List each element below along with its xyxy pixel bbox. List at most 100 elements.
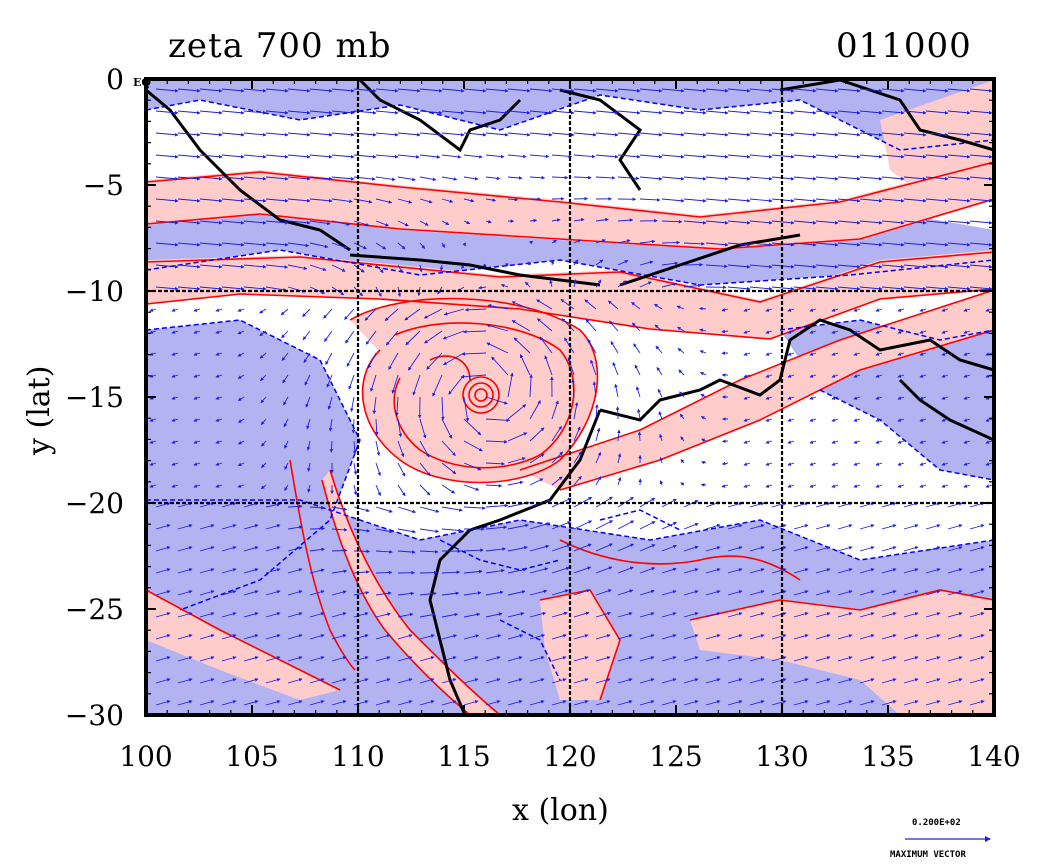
wind-vector bbox=[304, 374, 311, 386]
wind-vector bbox=[529, 634, 546, 640]
wind-vector bbox=[617, 634, 633, 640]
wind-vector bbox=[815, 286, 839, 291]
wind-vector bbox=[375, 440, 381, 457]
wind-vector bbox=[793, 264, 817, 269]
wind-vector bbox=[947, 132, 971, 137]
wind-vector bbox=[721, 308, 729, 312]
wind-vector bbox=[237, 418, 245, 423]
wind-vector bbox=[331, 528, 348, 532]
wind-vector bbox=[837, 220, 861, 225]
wind-vector bbox=[155, 590, 171, 596]
wind-vector bbox=[265, 524, 281, 530]
wind-vector bbox=[243, 656, 259, 662]
wind-vector bbox=[925, 700, 941, 706]
wind-vector bbox=[637, 431, 642, 442]
wind-vector bbox=[551, 566, 570, 574]
wind-vector bbox=[397, 88, 421, 93]
wind-vector bbox=[507, 634, 524, 640]
wind-vector bbox=[199, 110, 223, 115]
wind-vector bbox=[524, 281, 531, 288]
wind-vector bbox=[659, 480, 664, 486]
wind-vector bbox=[331, 506, 348, 511]
wind-vector bbox=[482, 263, 487, 267]
wind-vector bbox=[815, 590, 831, 596]
wind-vector bbox=[351, 418, 356, 434]
wind-vector bbox=[551, 521, 572, 530]
wind-vector bbox=[441, 656, 457, 662]
wind-vector bbox=[941, 462, 949, 466]
wind-vector bbox=[155, 678, 171, 684]
wind-vector bbox=[177, 634, 193, 640]
wind-vector bbox=[661, 261, 679, 266]
wind-vector bbox=[925, 524, 941, 530]
wind-vector bbox=[193, 462, 201, 466]
wind-vector bbox=[809, 462, 817, 466]
wind-vector bbox=[661, 110, 685, 115]
wind-vector bbox=[595, 88, 619, 93]
wind-vector bbox=[193, 396, 201, 400]
wind-vector bbox=[705, 656, 721, 662]
wind-vector bbox=[560, 298, 575, 310]
wind-vector bbox=[345, 330, 355, 344]
wind-vector bbox=[155, 88, 179, 93]
y-tick-label: −5 bbox=[83, 169, 124, 202]
wind-vector bbox=[705, 264, 728, 269]
wind-vector bbox=[947, 198, 971, 203]
wind-vector bbox=[573, 259, 579, 266]
wind-vector bbox=[529, 611, 547, 618]
wind-vector bbox=[309, 110, 333, 115]
wind-vector bbox=[243, 198, 267, 203]
wind-vector bbox=[243, 524, 259, 530]
wind-vector bbox=[859, 286, 883, 291]
wind-vector bbox=[441, 110, 465, 115]
wind-vector bbox=[177, 88, 201, 93]
wind-vector bbox=[859, 590, 875, 596]
wind-vector bbox=[331, 176, 355, 181]
wind-vector bbox=[331, 700, 347, 706]
wind-vector bbox=[771, 656, 787, 662]
wind-vector bbox=[617, 88, 641, 93]
wind-vector bbox=[155, 524, 171, 530]
wind-vector bbox=[199, 700, 215, 706]
wind-vector bbox=[215, 308, 223, 312]
wind-vector bbox=[215, 484, 223, 488]
wind-vectors bbox=[149, 88, 994, 706]
wind-vector bbox=[507, 545, 528, 552]
wind-vector bbox=[595, 678, 611, 684]
wind-vector bbox=[485, 132, 509, 137]
wind-vector bbox=[815, 264, 839, 269]
wind-vector bbox=[441, 198, 454, 203]
wind-vector bbox=[947, 176, 971, 181]
wind-vector bbox=[237, 440, 245, 445]
wind-vector bbox=[463, 396, 470, 422]
wind-vector bbox=[463, 548, 484, 553]
wind-vector bbox=[375, 88, 399, 93]
wind-vector bbox=[639, 132, 663, 137]
wind-vector bbox=[661, 198, 685, 203]
wind-vector bbox=[831, 440, 839, 444]
wind-vector bbox=[595, 589, 612, 596]
wind-vector bbox=[919, 374, 927, 378]
wind-vector bbox=[705, 612, 721, 618]
wind-vector bbox=[727, 88, 751, 93]
wind-vector bbox=[265, 590, 281, 596]
wind-vector bbox=[485, 547, 506, 552]
wind-vector bbox=[284, 484, 289, 492]
wind-vector bbox=[171, 440, 179, 444]
wind-vector bbox=[441, 462, 457, 475]
wind-vector bbox=[683, 283, 702, 288]
wind-vector bbox=[193, 352, 201, 356]
coast-sumatra bbox=[146, 88, 351, 252]
wind-vector bbox=[853, 330, 861, 334]
wind-vector bbox=[963, 308, 971, 312]
wind-vector bbox=[573, 656, 589, 662]
wind-vector bbox=[837, 264, 861, 269]
wind-vector bbox=[635, 386, 641, 398]
wind-vector bbox=[243, 700, 259, 706]
wind-vector bbox=[617, 218, 634, 222]
wind-vector bbox=[287, 264, 308, 271]
wind-vector bbox=[348, 374, 355, 390]
wind-vector bbox=[749, 634, 765, 640]
wind-vector bbox=[155, 198, 179, 203]
wind-vector bbox=[441, 570, 461, 574]
